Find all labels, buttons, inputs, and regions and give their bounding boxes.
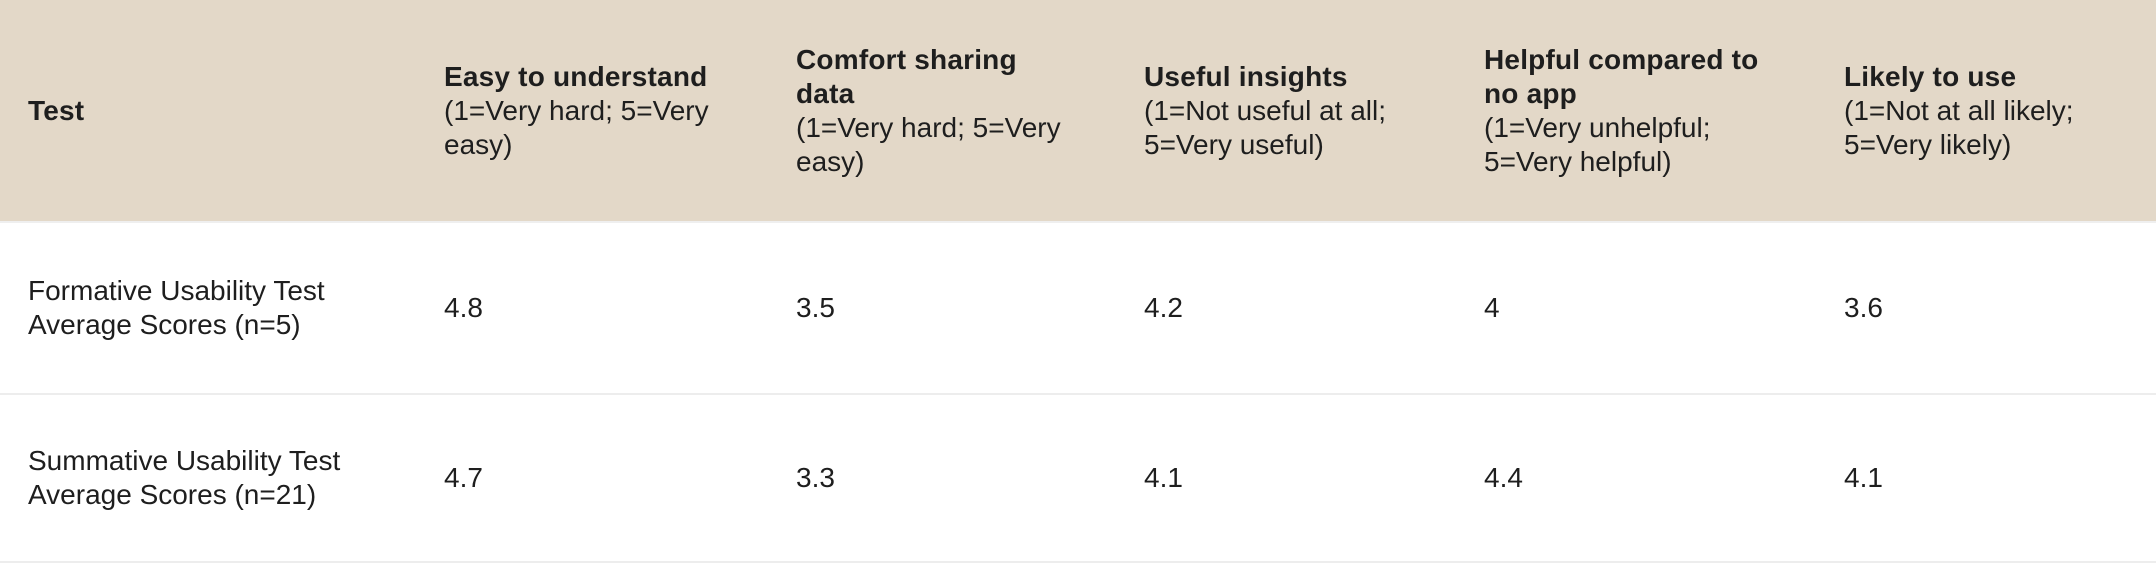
score-cell: 3.5 <box>770 222 1118 395</box>
column-title: Helpful compared to no app <box>1484 43 1759 109</box>
score-cell: 3.3 <box>770 394 1118 563</box>
table-row-formative: Formative Usability Test Average Scores … <box>0 222 2156 395</box>
column-header-test: Test <box>0 0 418 223</box>
table-header: Test Easy to understand (1=Very hard; 5=… <box>0 0 2156 223</box>
score-value: 4.4 <box>1484 462 1523 493</box>
score-cell: 4.1 <box>1118 394 1458 563</box>
table-row-summative: Summative Usability Test Average Scores … <box>0 394 2156 563</box>
column-title: Easy to understand <box>444 60 708 92</box>
score-value: 4.7 <box>444 462 483 493</box>
column-title: Likely to use <box>1844 60 2017 92</box>
column-subtitle: (1=Very hard; 5=Very easy) <box>444 94 709 160</box>
column-title: Comfort sharing data <box>796 43 1017 109</box>
row-label-cell: Formative Usability Test Average Scores … <box>0 222 418 395</box>
score-value: 3.6 <box>1844 292 1883 323</box>
table-body: Formative Usability Test Average Scores … <box>0 222 2156 563</box>
score-value: 4 <box>1484 292 1500 323</box>
score-value: 3.5 <box>796 292 835 323</box>
column-header-helpful-compared-to-no-app: Helpful compared to no app (1=Very unhel… <box>1458 0 1818 223</box>
score-value: 4.8 <box>444 292 483 323</box>
header-row: Test Easy to understand (1=Very hard; 5=… <box>0 0 2156 223</box>
row-label: Formative Usability Test Average Scores … <box>28 275 325 340</box>
column-subtitle: (1=Very hard; 5=Very easy) <box>796 111 1061 177</box>
score-cell: 4 <box>1458 222 1818 395</box>
score-cell: 4.8 <box>418 222 770 395</box>
row-label: Summative Usability Test Average Scores … <box>28 445 341 510</box>
column-subtitle: (1=Not useful at all; 5=Very useful) <box>1144 94 1387 160</box>
column-title: Useful insights <box>1144 60 1348 92</box>
column-subtitle: (1=Very unhelpful; 5=Very helpful) <box>1484 111 1711 177</box>
column-header-likely-to-use: Likely to use (1=Not at all likely; 5=Ve… <box>1818 0 2156 223</box>
score-cell: 4.1 <box>1818 394 2156 563</box>
score-cell: 4.2 <box>1118 222 1458 395</box>
score-cell: 4.4 <box>1458 394 1818 563</box>
column-header-useful-insights: Useful insights (1=Not useful at all; 5=… <box>1118 0 1458 223</box>
row-label-cell: Summative Usability Test Average Scores … <box>0 394 418 563</box>
score-value: 4.1 <box>1844 462 1883 493</box>
score-cell: 3.6 <box>1818 222 2156 395</box>
score-value: 3.3 <box>796 462 835 493</box>
column-title: Test <box>28 94 85 126</box>
column-subtitle: (1=Not at all likely; 5=Very likely) <box>1844 94 2074 160</box>
column-header-comfort-sharing-data: Comfort sharing data (1=Very hard; 5=Ver… <box>770 0 1118 223</box>
score-value: 4.1 <box>1144 462 1183 493</box>
score-value: 4.2 <box>1144 292 1183 323</box>
score-cell: 4.7 <box>418 394 770 563</box>
column-header-easy-to-understand: Easy to understand (1=Very hard; 5=Very … <box>418 0 770 223</box>
